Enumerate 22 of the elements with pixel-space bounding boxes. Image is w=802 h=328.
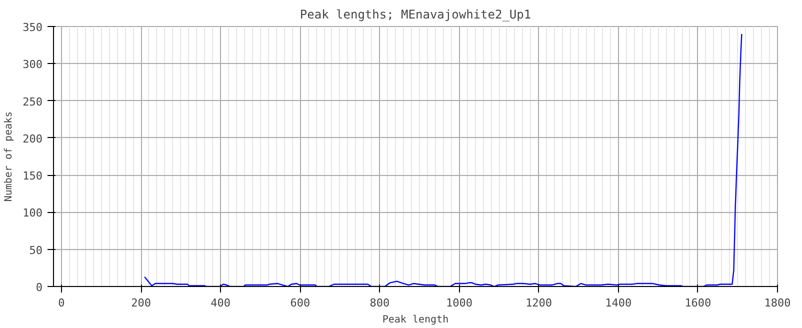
- y-tick-label: 200: [22, 132, 43, 146]
- x-tick-label: 600: [290, 296, 310, 310]
- x-tick-label: 200: [131, 296, 151, 310]
- x-tick-label: 1200: [526, 296, 552, 310]
- x-axis-title: Peak length: [382, 314, 449, 326]
- chart-title: Peak lengths; MEnavajowhite2_Up1: [300, 8, 532, 22]
- y-tick-label: 50: [29, 244, 43, 257]
- y-tick-label: 0: [36, 281, 42, 294]
- y-tick-label: 300: [22, 58, 43, 72]
- y-tick-label: 350: [22, 21, 43, 34]
- y-tick-label: 150: [22, 170, 43, 183]
- y-tick-label: 100: [22, 206, 43, 220]
- y-tick-label: 250: [22, 95, 43, 108]
- x-tick-label: 1600: [684, 296, 712, 310]
- y-axis-title: Number of peaks: [4, 111, 15, 202]
- x-tick-label: 400: [210, 296, 231, 310]
- x-tick-label: 1800: [764, 296, 791, 310]
- x-tick-label: 800: [370, 296, 390, 310]
- x-tick-label: 1000: [446, 296, 473, 310]
- line-series: [144, 33, 742, 286]
- x-tick-label: 1400: [605, 296, 632, 310]
- x-tick-label: 0: [58, 296, 65, 310]
